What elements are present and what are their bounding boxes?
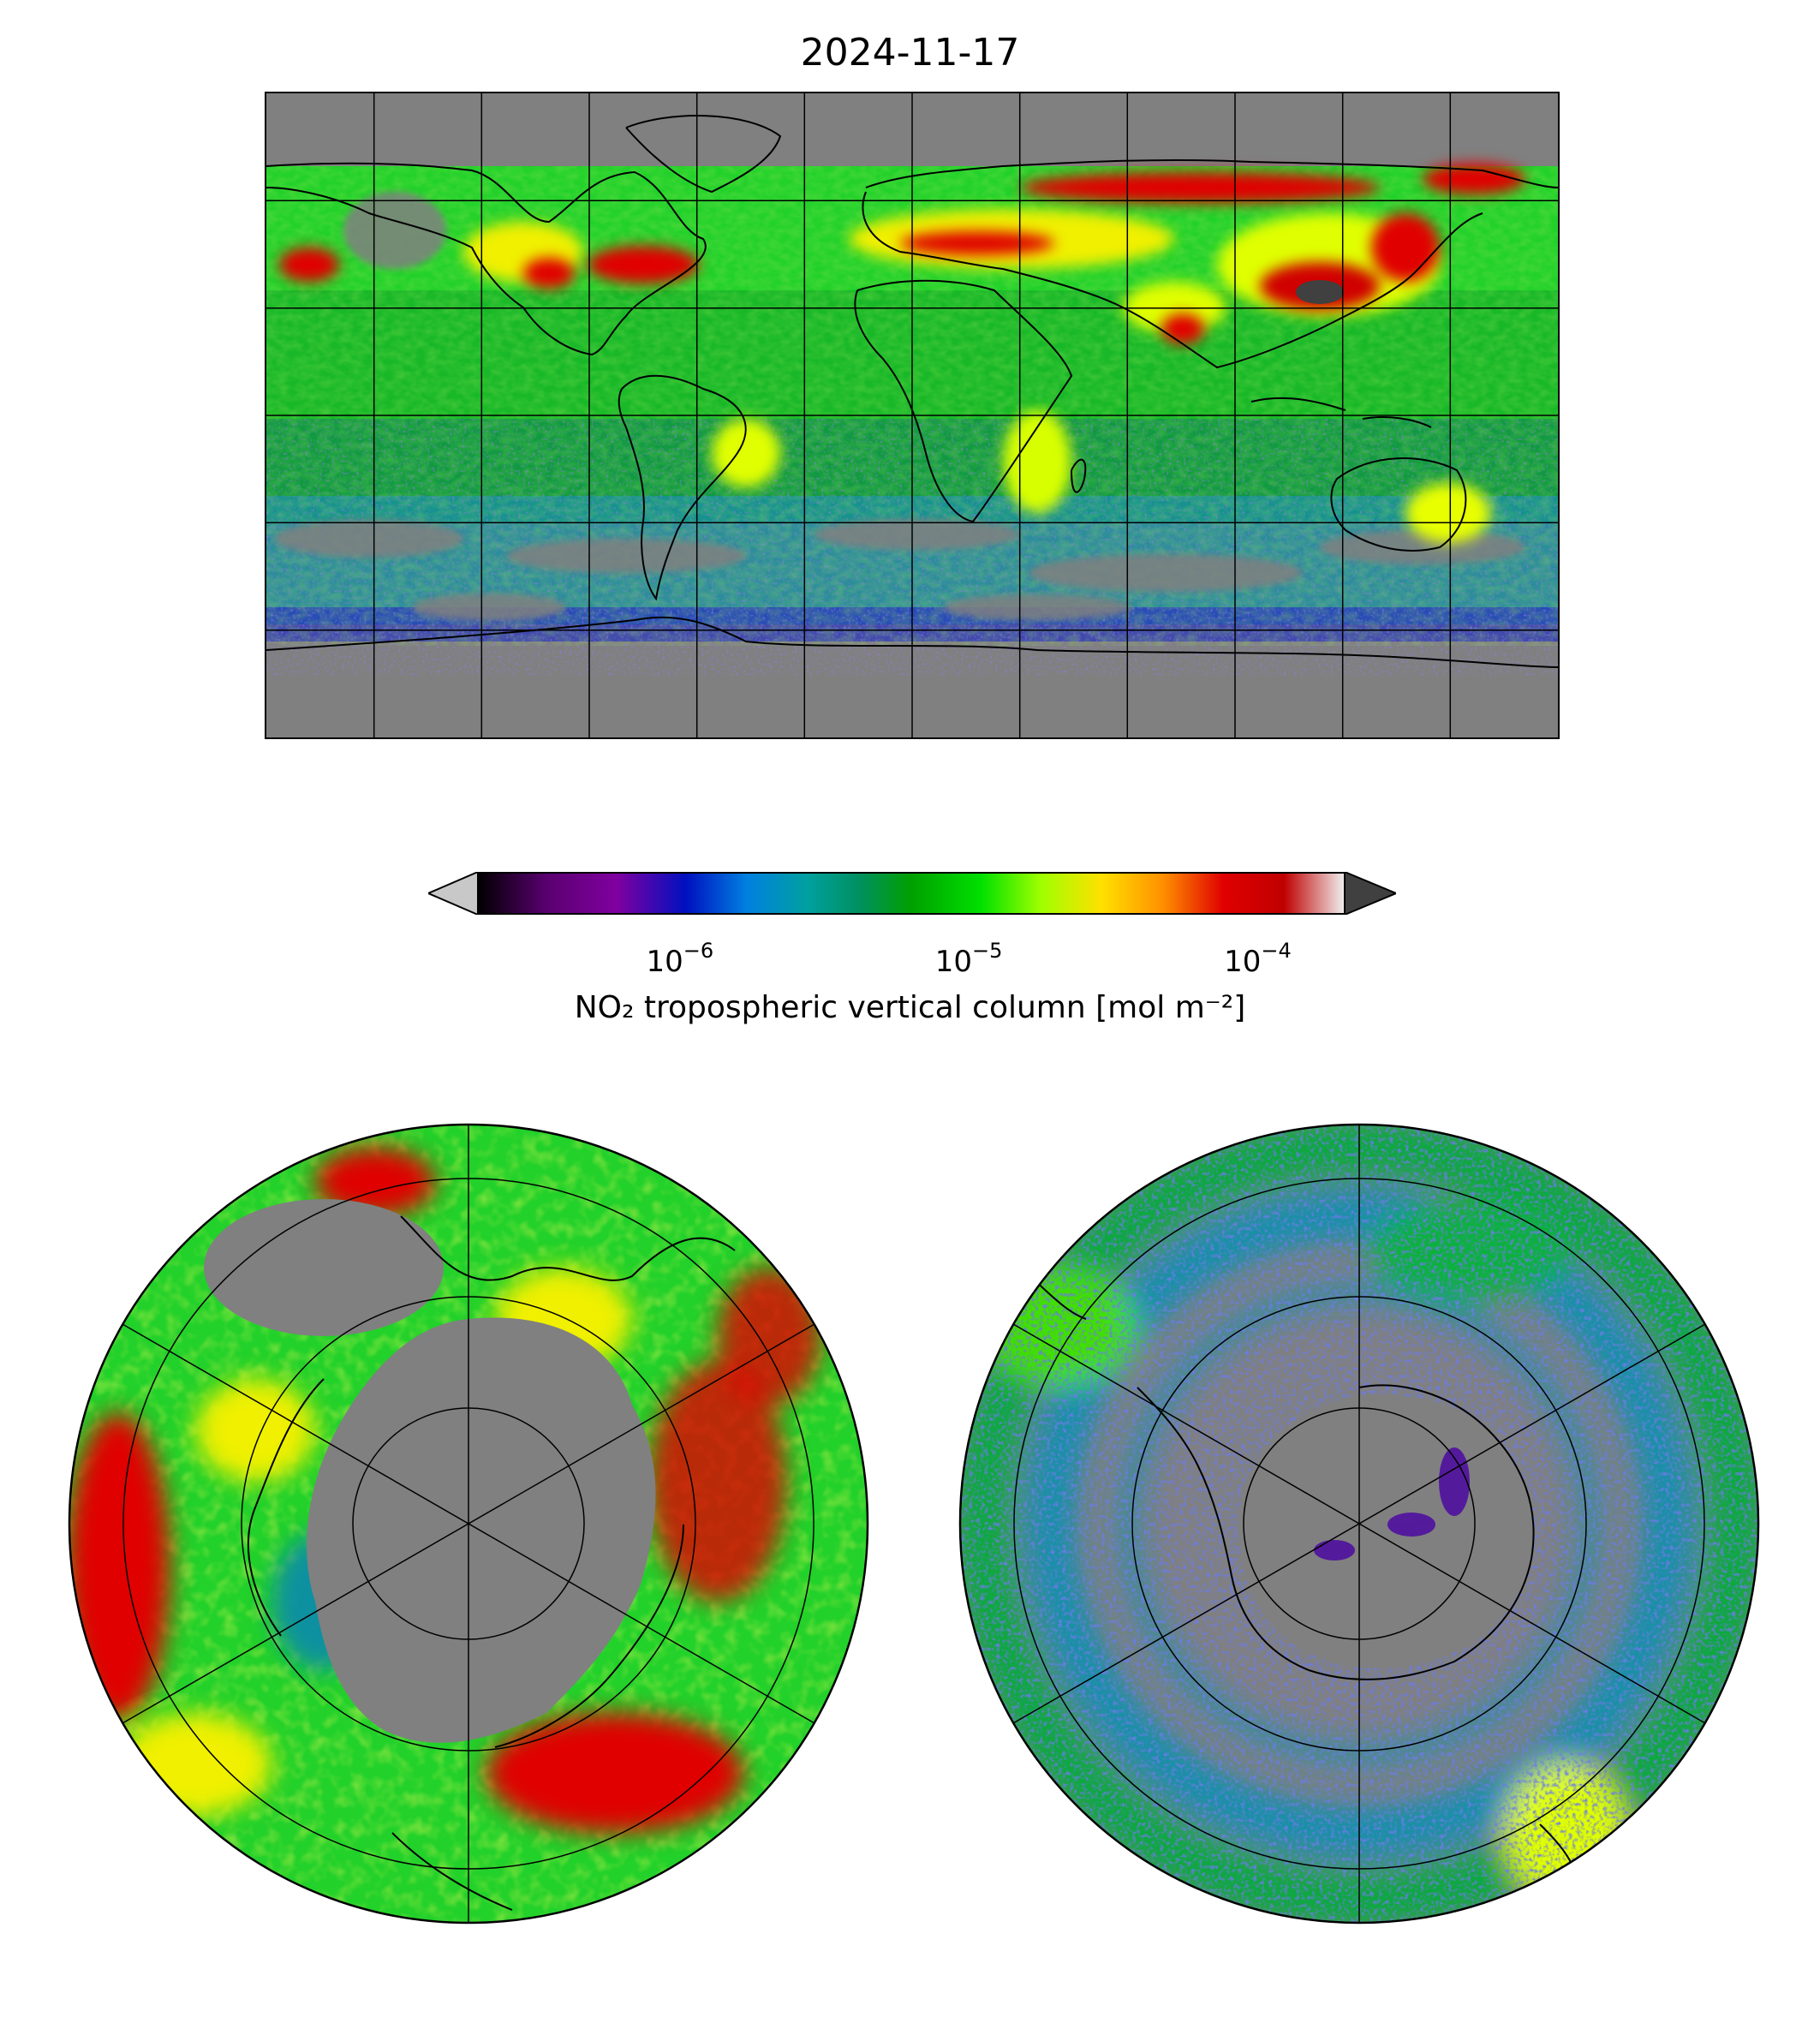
global-map (265, 92, 1560, 739)
north-polar-map (68, 1123, 869, 1925)
colorbar-label: NO₂ tropospheric vertical column [mol m⁻… (574, 990, 1246, 1025)
north-hotspots (69, 1148, 820, 1833)
south-graticule (1012, 1125, 1706, 1923)
colorbar-under-arrow (428, 872, 479, 915)
colorbar-tick-label: 10−6 (646, 939, 714, 979)
colorbar-tick-label: 10−4 (1224, 939, 1292, 979)
south-map-boundary (958, 1123, 1760, 1925)
north-map-boundary (68, 1123, 869, 1925)
south-polar-map (958, 1123, 1760, 1925)
north-nodata-canada (204, 1199, 444, 1336)
nodata-patches (275, 192, 1525, 621)
north-graticule (122, 1125, 815, 1923)
south-antarctica-nodata (1238, 1394, 1533, 1669)
coastlines (266, 115, 1558, 668)
colorbar-tick-label: 10−5 (934, 939, 1003, 979)
global-map-svg (266, 93, 1558, 737)
graticule (266, 93, 1558, 737)
colorbar-outline (477, 872, 1346, 915)
colorbar-over-arrow (1344, 872, 1396, 915)
map-title: 2024-11-17 (800, 31, 1020, 75)
colorbar (428, 872, 1396, 915)
colorbar-ticks (477, 914, 1346, 915)
hotspot-saturated (1296, 280, 1344, 304)
colorbar-ramp (478, 873, 1345, 914)
